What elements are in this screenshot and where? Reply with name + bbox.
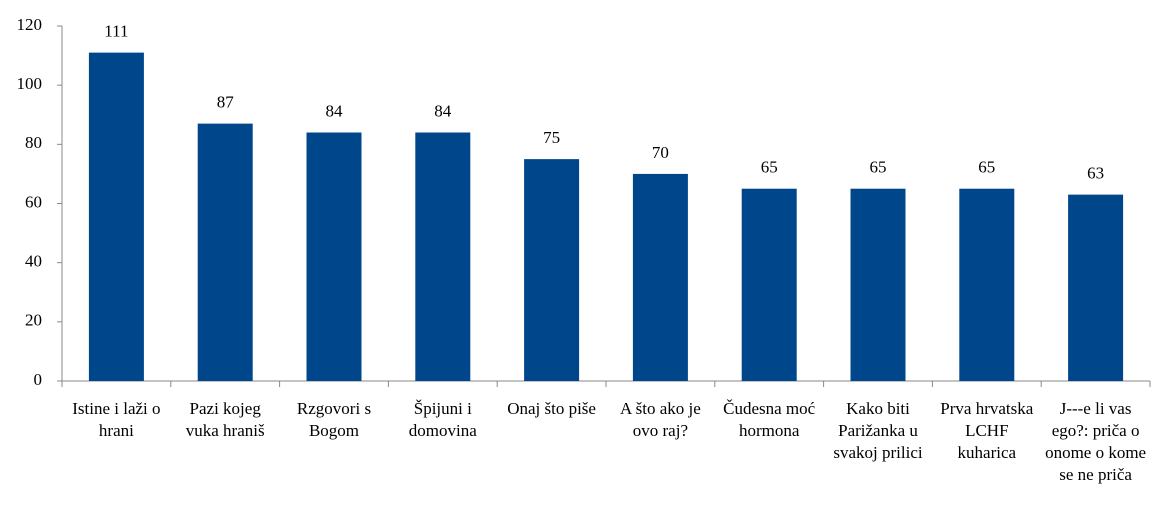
- bar: [632, 173, 688, 381]
- bar: [1068, 194, 1124, 381]
- bar: [524, 159, 580, 381]
- bar: [959, 188, 1015, 381]
- bar: [306, 132, 362, 381]
- data-label: 111: [104, 22, 128, 41]
- x-tick-label: Čudesna moć hormona: [723, 399, 816, 440]
- x-tick-label: Pazi kojeg vuka hraniš: [185, 399, 265, 440]
- data-label: 87: [217, 93, 235, 112]
- data-label: 63: [1087, 164, 1104, 183]
- bar: [88, 52, 144, 381]
- x-tick-label: Onaj što piše: [507, 399, 596, 418]
- y-tick-label: 40: [25, 252, 42, 271]
- data-label: 84: [326, 101, 344, 120]
- x-tick-label: Špijuni i domovina: [408, 399, 477, 440]
- data-label: 75: [543, 128, 560, 147]
- x-tick-label: Istine i laži o hrani: [72, 399, 161, 440]
- y-tick-label: 20: [25, 311, 42, 330]
- data-label: 84: [434, 101, 452, 120]
- bar: [415, 132, 471, 381]
- data-label: 70: [652, 143, 669, 162]
- bar: [197, 123, 253, 381]
- data-label: 65: [761, 158, 778, 177]
- x-tick-label: Prva hrvatska LCHF kuharica: [940, 399, 1034, 462]
- x-tick-label: J---e li vas ego?: priča o onome o kome …: [1045, 399, 1147, 484]
- y-tick-label: 0: [34, 370, 43, 389]
- x-tick-label: Rzgovori s Bogom: [296, 399, 372, 440]
- y-tick-label: 120: [17, 15, 43, 34]
- bar: [741, 188, 797, 381]
- x-tick-label: Kako biti Parižanka u svakoj prilici: [833, 399, 923, 462]
- y-tick-label: 60: [25, 192, 42, 211]
- data-label: 65: [978, 158, 995, 177]
- bar: [850, 188, 906, 381]
- y-tick-label: 100: [17, 74, 43, 93]
- y-tick-label: 80: [25, 133, 42, 152]
- x-tick-label: A što ako je ovo raj?: [620, 399, 701, 440]
- data-label: 65: [870, 158, 887, 177]
